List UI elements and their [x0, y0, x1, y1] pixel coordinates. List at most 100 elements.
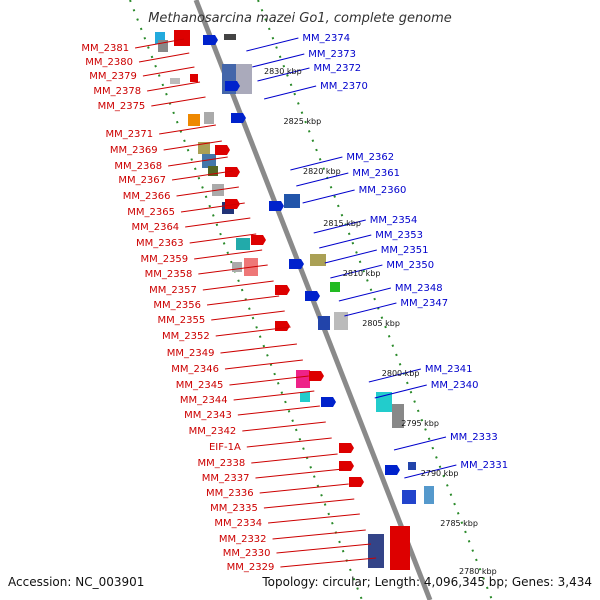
- leader-line: [263, 498, 355, 509]
- gene-arrow: [225, 81, 240, 91]
- kbp-tick-label: 2830 kbp: [264, 67, 302, 76]
- gene-label-left: MM_2358: [145, 269, 193, 280]
- gene-arrow: [269, 201, 284, 211]
- leader-line: [142, 66, 195, 77]
- gene-label-left: MM_2342: [189, 426, 237, 437]
- leader-line: [215, 326, 291, 337]
- leader-line: [151, 96, 206, 107]
- gene-arrow: [203, 35, 218, 45]
- leader-line: [168, 156, 228, 167]
- accession-text: Accession: NC_003901: [8, 575, 144, 589]
- kbp-tick-label: 2810 kbp: [343, 269, 381, 278]
- gene-block: [170, 78, 180, 84]
- leader-line: [138, 52, 190, 63]
- gene-label-left: MM_2356: [153, 300, 201, 311]
- gene-arrow: [275, 285, 290, 295]
- kbp-tick-label: 2795 kbp: [401, 419, 439, 428]
- gene-arrow: [289, 259, 304, 269]
- leader-line: [185, 217, 251, 228]
- gene-label-right: MM_2348: [395, 283, 443, 294]
- gene-label-left: MM_2367: [118, 175, 166, 186]
- leader-line: [189, 233, 257, 244]
- gene-block: [334, 312, 348, 330]
- gene-block: [284, 194, 300, 208]
- leader-line: [159, 124, 216, 135]
- leader-line: [272, 529, 366, 540]
- gene-arrow: [339, 443, 354, 453]
- gene-block: [376, 392, 392, 412]
- gene-label-right: MM_2351: [381, 245, 429, 256]
- leader-line: [259, 483, 349, 494]
- gene-label-left: MM_2334: [214, 518, 262, 529]
- right-strand-labels: MM_2374 MM_2373 MM_2372 MM_2370 MM_2362 MM_23…: [302, 33, 508, 471]
- gene-block: [155, 32, 165, 44]
- leader-line: [264, 85, 317, 100]
- kbp-tick-label: 2815 kbp: [323, 219, 361, 228]
- leader-line: [338, 287, 391, 302]
- gene-block: [158, 40, 168, 52]
- gene-block: [390, 526, 410, 570]
- gene-label-left: MM_2355: [158, 315, 206, 326]
- gene-label-left: MM_2365: [127, 207, 175, 218]
- gene-arrow: [251, 235, 266, 245]
- gene-label-right: MM_2361: [352, 168, 400, 179]
- gene-block: [300, 392, 310, 402]
- gene-block: [296, 370, 310, 388]
- gene-block: [424, 486, 434, 504]
- gene-arrow: [339, 461, 354, 471]
- gene-label-right: MM_2362: [346, 152, 394, 163]
- gene-label-left: MM_2337: [202, 473, 250, 484]
- leader-line: [246, 37, 299, 52]
- leader-line: [233, 390, 315, 401]
- leader-line: [163, 140, 222, 151]
- gene-label-right: MM_2372: [313, 63, 361, 74]
- kbp-tick-label: 2785 kbp: [440, 519, 478, 528]
- leader-line: [251, 453, 338, 464]
- leader-line: [242, 421, 326, 432]
- gene-label-left: MM_2381: [81, 43, 129, 54]
- leader-line: [374, 384, 427, 399]
- leader-line: [147, 81, 201, 92]
- leader-line: [211, 310, 285, 321]
- gene-arrow: [385, 465, 400, 475]
- leader-line: [313, 219, 366, 234]
- gene-label-left: MM_2364: [131, 222, 179, 233]
- gene-label-right: MM_2374: [302, 33, 350, 44]
- inner-ring-line: [257, 0, 493, 600]
- gene-label-right: MM_2360: [359, 185, 407, 196]
- gene-block: [402, 490, 416, 504]
- leader-line: [302, 189, 355, 204]
- gene-block: [236, 64, 252, 94]
- gene-label-right: MM_2354: [370, 215, 418, 226]
- gene-arrow: [225, 167, 240, 177]
- leader-line: [224, 359, 303, 370]
- gene-label-left: MM_2336: [206, 488, 254, 499]
- gene-arrow: [305, 291, 320, 301]
- gene-label-right: MM_2331: [460, 460, 508, 471]
- kbp-tick-label: 2800 kbp: [382, 369, 420, 378]
- gene-label-right: MM_2370: [320, 81, 368, 92]
- leader-line: [393, 436, 447, 451]
- gene-block: [188, 114, 200, 126]
- map-title: Methanosarcina mazei Go1, complete genom…: [148, 11, 452, 26]
- leader-line: [276, 543, 371, 554]
- leader-line: [404, 464, 457, 479]
- gene-arrow: [225, 199, 240, 209]
- gene-arrow: [349, 477, 364, 487]
- gene-block: [204, 112, 214, 124]
- leader-line: [194, 249, 263, 260]
- gene-label-left: MM_2378: [93, 86, 141, 97]
- gene-label-left: MM_2369: [110, 145, 158, 156]
- gene-label-right: MM_2341: [425, 364, 473, 375]
- gene-label-left: MM_2379: [89, 71, 137, 82]
- gene-label-left: MM_2332: [219, 534, 267, 545]
- label-leader-lines: [134, 37, 457, 568]
- kbp-tick-label: 2820 kbp: [303, 167, 341, 176]
- gene-label-left: MM_2371: [105, 129, 153, 140]
- leader-line: [237, 405, 320, 416]
- gene-label-left: EIF-1A: [209, 442, 241, 453]
- kbp-tick-labels: 2830 kbp 2825 kbp 2820 kbp 2815 kbp 2810 kbp…: [264, 67, 497, 576]
- gene-block: [310, 254, 326, 266]
